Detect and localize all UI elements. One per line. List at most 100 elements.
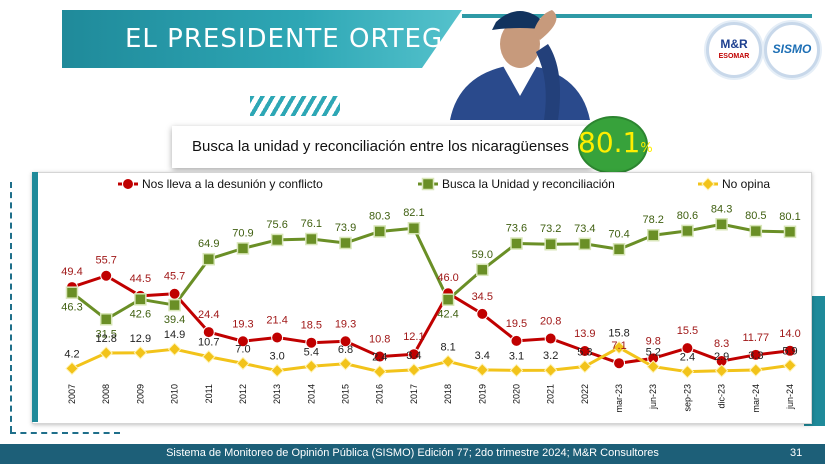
data-label-2-7: 5.4	[304, 346, 319, 358]
top-rule	[462, 14, 812, 18]
data-label-2-16: 15.8	[608, 328, 629, 340]
point-1-16	[612, 243, 626, 256]
collar-shape	[502, 64, 538, 96]
point-1-18	[681, 224, 694, 238]
x-tick-0: 2007	[67, 384, 77, 404]
point-1-20	[749, 224, 763, 238]
x-tick-17: jun-23	[648, 384, 658, 410]
point-1-5	[236, 242, 250, 255]
data-label-0-20: 11.77	[742, 332, 769, 344]
x-tick-1: 2008	[101, 384, 111, 404]
data-label-1-17: 78.2	[643, 214, 664, 226]
point-0-5	[236, 335, 249, 348]
data-labels: 49.4 55.7 44.5 45.7 24.4 19.3 21.4 18.5 19.3 10.8…	[61, 203, 800, 363]
data-label-2-20: 3.3	[748, 350, 763, 362]
data-label-1-11: 42.4	[437, 309, 458, 321]
data-label-0-0: 49.4	[61, 266, 82, 278]
legend-marker-1	[421, 177, 435, 191]
data-label-0-7: 18.5	[301, 320, 322, 332]
point-0-14	[544, 332, 557, 345]
data-label-0-6: 21.4	[266, 314, 287, 326]
chart-frame	[32, 172, 812, 424]
arm-shape	[536, 44, 561, 120]
point-2-1	[99, 346, 113, 360]
data-label-2-5: 7.0	[235, 343, 250, 355]
data-label-1-2: 42.6	[130, 308, 151, 320]
data-label-1-0: 46.3	[61, 302, 82, 314]
data-label-2-21: 5.9	[782, 345, 797, 357]
point-2-16	[612, 340, 626, 355]
point-2-17	[646, 359, 660, 374]
point-0-1	[100, 269, 113, 282]
data-label-1-19: 84.3	[711, 203, 732, 215]
x-tick-11: 2018	[443, 384, 453, 404]
point-2-4	[202, 350, 216, 364]
point-1-2	[134, 293, 147, 306]
point-0-21	[784, 344, 796, 357]
data-label-0-8: 19.3	[335, 318, 356, 330]
data-label-2-6: 3.0	[269, 351, 284, 363]
data-label-0-19: 8.3	[714, 338, 729, 350]
x-tick-6: 2013	[272, 384, 282, 404]
point-1-1	[99, 313, 113, 326]
dashed-border-bottom	[10, 432, 120, 434]
point-0-7	[305, 336, 318, 349]
data-label-1-10: 82.1	[403, 207, 424, 219]
sismo-logo: SISMO	[764, 22, 820, 78]
x-tick-3: 2010	[170, 384, 180, 404]
point-0-10	[407, 348, 420, 361]
data-label-1-4: 64.9	[198, 238, 219, 250]
highlight-number: 80.1	[578, 126, 641, 159]
point-0-16	[613, 357, 626, 370]
point-1-3	[168, 298, 181, 312]
point-2-10	[407, 363, 421, 377]
point-2-15	[578, 359, 592, 374]
point-0-6	[271, 331, 284, 344]
data-label-0-2: 44.5	[130, 273, 151, 285]
series-markers	[65, 218, 797, 379]
legend-label-2: No opina	[722, 177, 770, 191]
data-label-2-4: 10.7	[198, 337, 219, 349]
data-label-1-8: 73.9	[335, 222, 356, 234]
footer-source: Sistema de Monitoreo de Opinión Pública …	[166, 447, 659, 459]
data-label-0-11: 46.0	[437, 272, 458, 284]
point-1-10	[407, 221, 421, 235]
dashed-border-left	[10, 182, 34, 432]
data-label-1-15: 73.4	[574, 223, 595, 235]
point-2-19	[714, 364, 729, 378]
x-tick-2: 2009	[135, 384, 145, 404]
x-tick-15: 2022	[580, 384, 590, 404]
decorative-stripes	[250, 96, 340, 116]
data-label-0-14: 20.8	[540, 316, 561, 328]
page-number: 31	[790, 447, 803, 459]
x-tick-16: mar-23	[614, 384, 624, 413]
x-tick-14: 2021	[546, 384, 556, 404]
data-label-0-1: 55.7	[95, 255, 116, 267]
point-2-20	[749, 363, 763, 377]
point-1-13	[510, 237, 523, 250]
series-lines	[71, 222, 791, 374]
series-line-0	[71, 274, 791, 365]
x-tick-10: 2017	[409, 384, 419, 404]
data-label-2-14: 3.2	[543, 350, 558, 362]
data-label-1-6: 75.6	[266, 219, 287, 231]
x-tick-19: dic-23	[717, 384, 727, 409]
data-label-1-16: 70.4	[608, 228, 629, 240]
data-label-2-1: 12.8	[95, 333, 116, 345]
data-label-1-18: 80.6	[677, 210, 698, 222]
point-0-4	[202, 326, 215, 339]
data-label-2-18: 2.4	[680, 352, 695, 364]
x-tick-12: 2019	[477, 384, 487, 404]
data-label-1-5: 70.9	[232, 227, 253, 239]
point-1-21	[783, 225, 797, 239]
legend-marker-2	[701, 177, 715, 191]
x-tick-7: 2014	[306, 384, 316, 404]
point-2-14	[543, 363, 558, 377]
point-0-3	[168, 287, 181, 300]
point-0-20	[749, 348, 762, 361]
data-label-2-0: 4.2	[64, 348, 79, 360]
point-0-12	[476, 307, 489, 320]
point-2-11	[441, 354, 455, 369]
data-label-2-12: 3.4	[475, 350, 490, 362]
x-tick-labels: 2007 2008 2009 2010 2011 2012 2013 2014 2015 2016…	[67, 384, 795, 413]
